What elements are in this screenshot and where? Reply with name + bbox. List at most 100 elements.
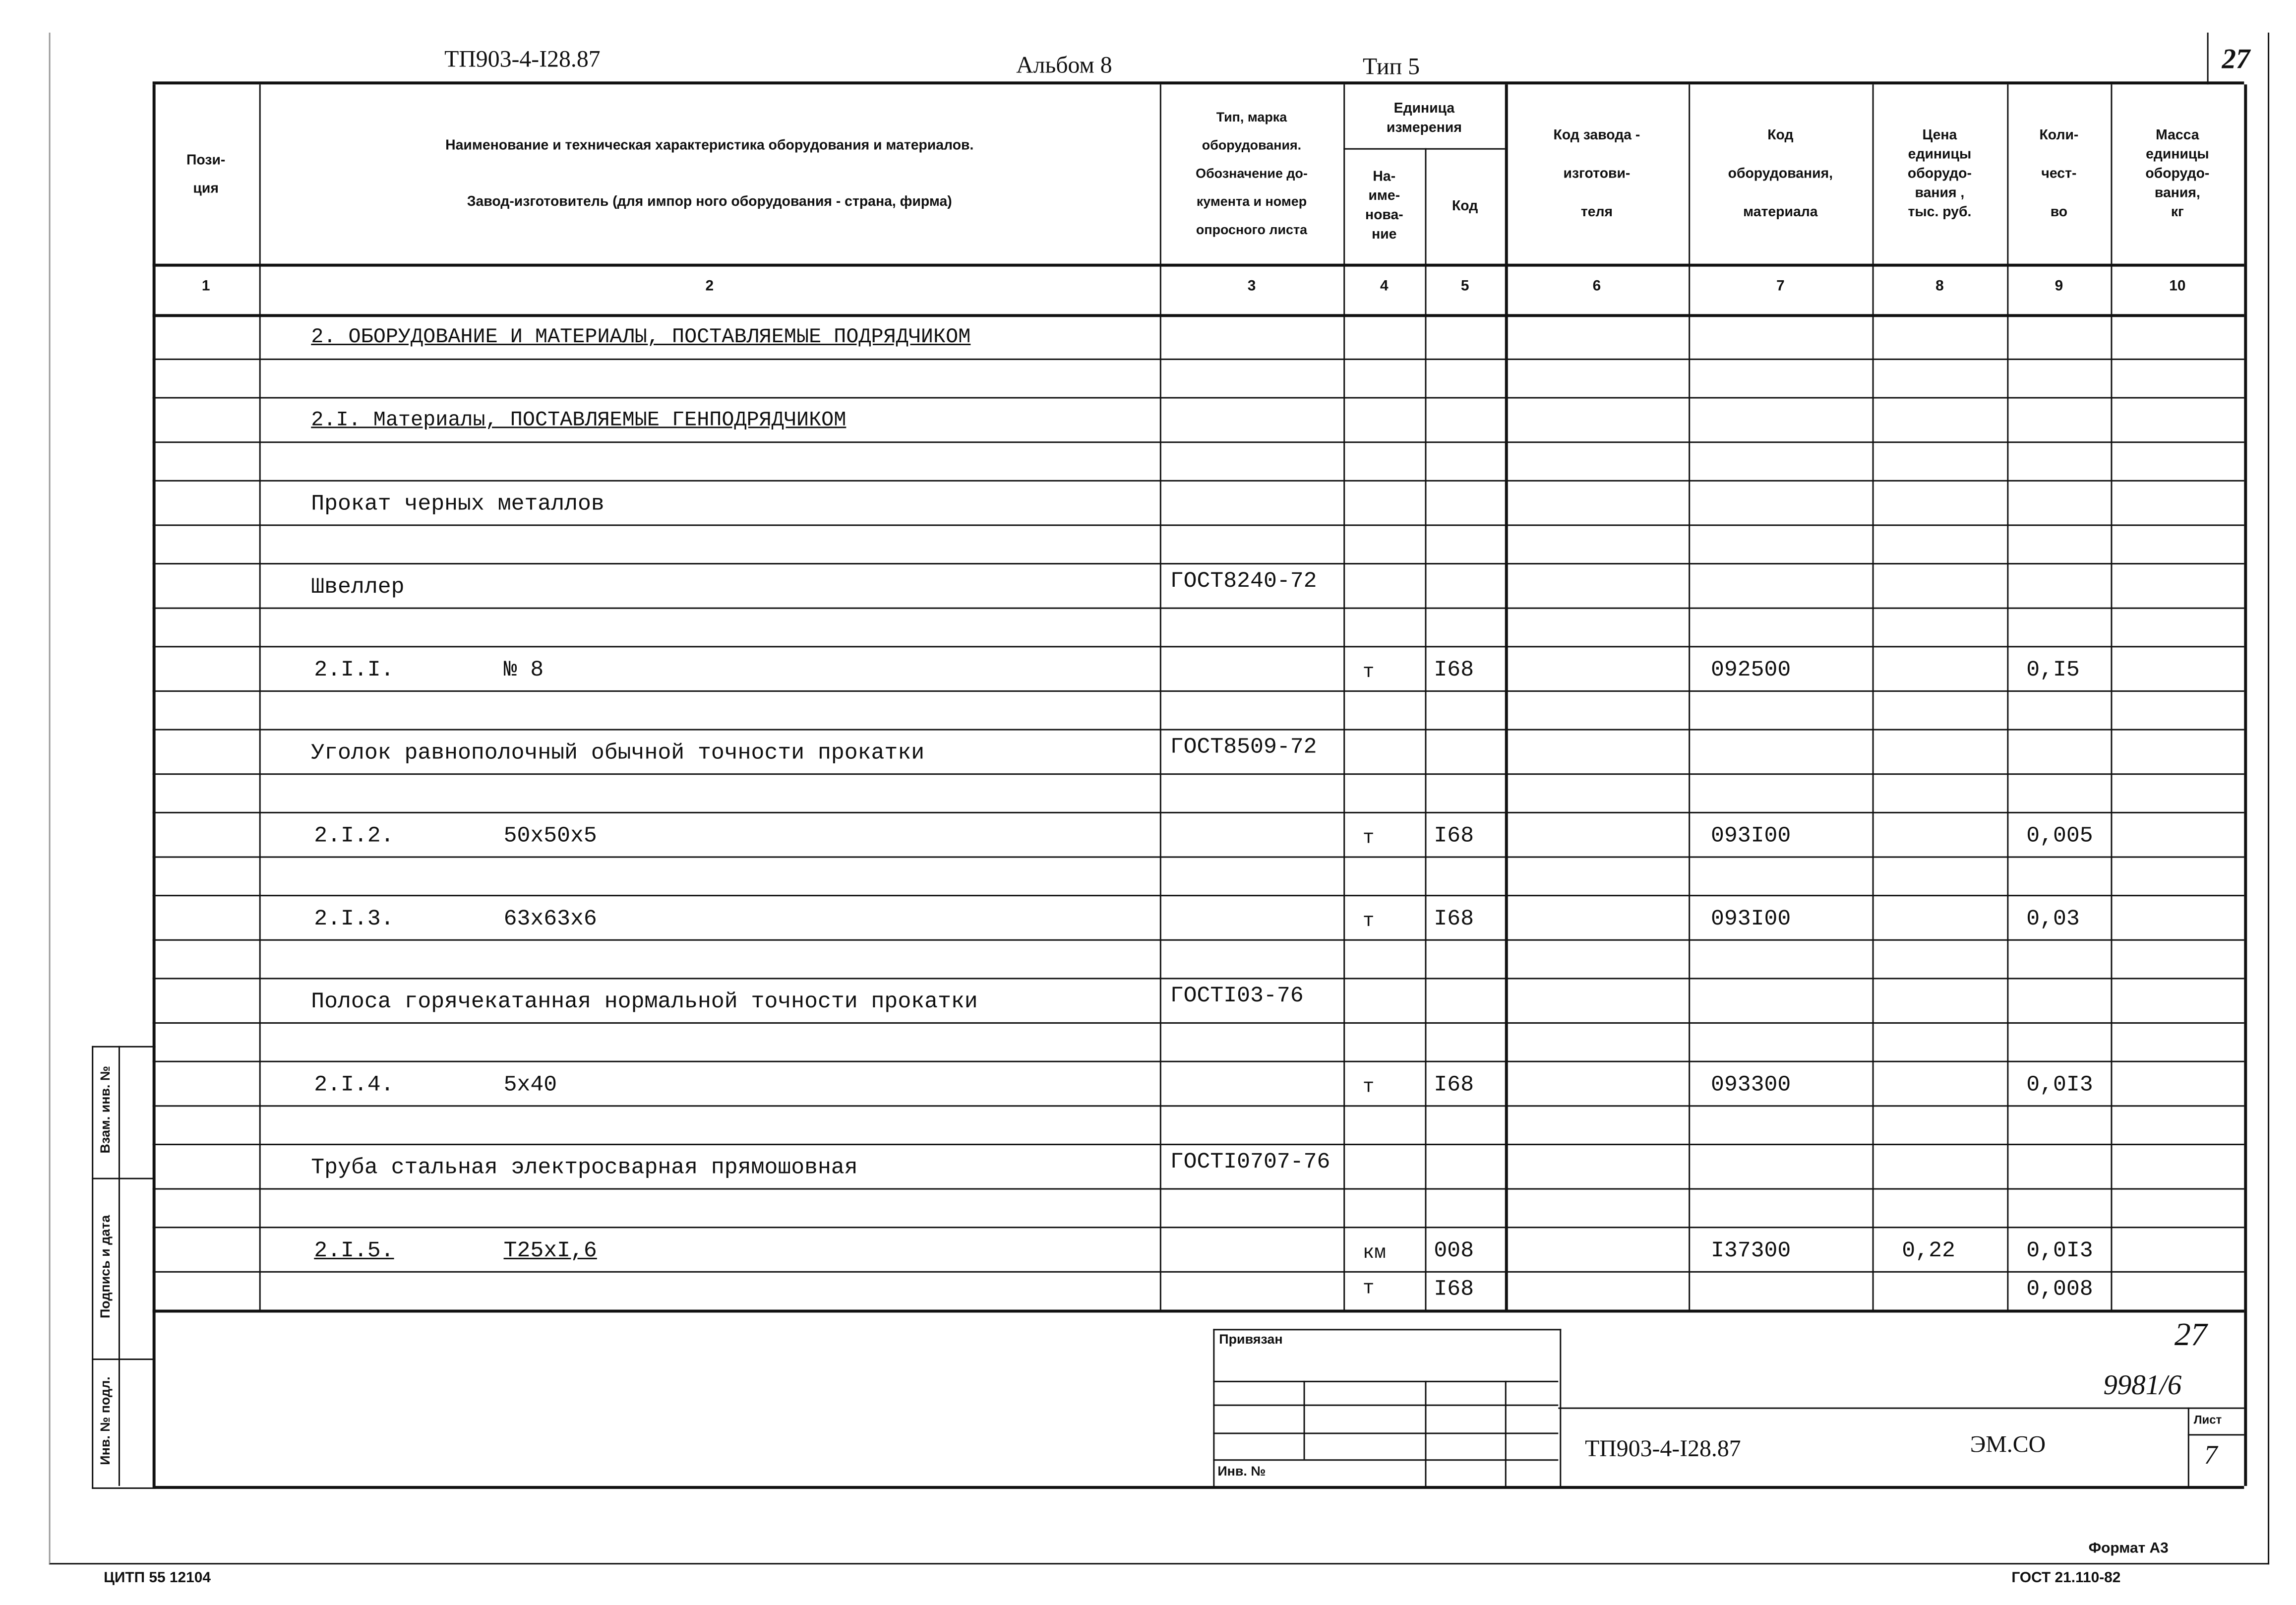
row-line (152, 729, 2244, 731)
column-line (1689, 84, 1691, 1310)
column-line (1872, 84, 1874, 1310)
row-line (152, 563, 2244, 565)
table-row-quantity: 0,I5 (2026, 658, 2080, 683)
table-row-quantity: 0,03 (2026, 907, 2080, 932)
handwritten-page: 27 (2174, 1315, 2207, 1353)
stamp-line (1303, 1380, 1305, 1460)
column-line (1505, 84, 1508, 1310)
table-row-unit: т (1363, 910, 1375, 932)
table-row-name: Труба стальная электросварная прямошовна… (311, 1155, 858, 1181)
type-label: Тип 5 (1363, 55, 1420, 80)
row-line (152, 939, 2244, 941)
column-header-6: Код завода - изготови- теля (1553, 127, 1640, 221)
table-row-unit: т (1363, 826, 1375, 849)
column-line (1159, 84, 1161, 1310)
sheet-label: Лист (2193, 1413, 2222, 1427)
table-row-unit-code: I68 (1434, 1072, 1474, 1098)
column-line (152, 84, 156, 1310)
album-label: Альбом 8 (1016, 53, 1112, 79)
original-inv-label: Инв. № подл. (98, 1376, 113, 1465)
table-row-name: 2.I.4. (314, 1072, 394, 1098)
frame-left-line (152, 1309, 156, 1486)
table-row-quantity: 0,005 (2026, 823, 2093, 849)
column-number-1: 1 (201, 278, 210, 295)
format-label: Формат А3 (2088, 1541, 2169, 1557)
column-number-6: 6 (1592, 278, 1601, 295)
table-row-spec: 50x50x5 (503, 823, 597, 849)
row-line (152, 441, 2244, 443)
column-line (259, 84, 261, 1310)
table-row-spec: № 8 (503, 658, 544, 683)
table-row-name: Уголок равнополочный обычной точности пр… (311, 741, 925, 766)
stamp-line (1505, 1380, 1507, 1486)
table-row-doc: ГОСТI03-76 (1170, 984, 1304, 1009)
stamp-line (1425, 1380, 1427, 1486)
column-line (2111, 84, 2113, 1310)
column-header-1: Пози- ция (186, 152, 226, 196)
table-row-name: Полоса горячекатанная нормальной точност… (311, 989, 978, 1015)
table-row-spec: 63x63x6 (503, 907, 597, 932)
doc-code: ТП903-4-I28.87 (444, 47, 601, 73)
stamp-line (1213, 1432, 1559, 1434)
row-line (152, 773, 2244, 775)
table-row-unit: т (1363, 1075, 1375, 1098)
handwritten-number: 9981/6 (2103, 1370, 2182, 1402)
column-header-10: Масса единицы оборудо- вания, кг (2145, 127, 2210, 221)
title-block-doc-code: ТП903-4-I28.87 (1585, 1437, 1741, 1463)
table-row-name: Прокат черных металлов (311, 492, 604, 517)
row-line (152, 480, 2244, 482)
table-row-name: 2.I.5. (314, 1238, 394, 1264)
table-row-material-code: 093I00 (1710, 907, 1791, 932)
extra-row-unit-code: I68 (1434, 1277, 1474, 1302)
frame-right-line (2244, 1309, 2247, 1486)
row-line (152, 1022, 2244, 1024)
unit-group-header: Единица измерения (1387, 101, 1462, 136)
table-row-doc: ГОСТ8240-72 (1170, 569, 1317, 594)
sheet-box-line (2187, 1434, 2244, 1436)
column-header-4: На- име- нова- ние (1365, 169, 1403, 243)
signature-date-label: Подпись и дата (98, 1215, 113, 1319)
table-row-name: 2.I.2. (314, 823, 394, 849)
table-top-line (152, 81, 2244, 85)
table-row-spec: Т25xI,6 (503, 1238, 597, 1264)
table-row-name: 2.I.I. (314, 658, 394, 683)
row-line (152, 1143, 2244, 1145)
column-header-5: Код (1451, 197, 1478, 214)
table-row-unit: км (1363, 1241, 1386, 1264)
row-line (152, 646, 2244, 648)
table-row-unit-code: 008 (1434, 1238, 1474, 1264)
column-header-8: Цена единицы оборудо- вания , тыс. руб. (1907, 127, 1972, 221)
row-line (152, 607, 2244, 609)
page-number: 27 (2222, 44, 2250, 76)
inv-label: Инв. № (1217, 1464, 1266, 1479)
table-row-material-code: 093I00 (1710, 823, 1791, 849)
table-row-spec: 5x40 (503, 1072, 557, 1098)
side-stamp-line (92, 1358, 154, 1360)
footer-left: ЦИТП 55 12104 (104, 1570, 211, 1587)
row-line (152, 524, 2244, 526)
row-line (152, 397, 2244, 399)
column-line (1343, 84, 1345, 1310)
column-number-3: 3 (1247, 278, 1256, 295)
header-bottom-line (152, 263, 2244, 267)
stamp-line (1213, 1459, 1559, 1461)
row-line (152, 1188, 2244, 1190)
row-line (152, 978, 2244, 980)
frame-bottom-line (152, 1485, 2244, 1489)
table-row-name: 2. ОБОРУДОВАНИЕ И МАТЕРИАЛЫ, ПОСТАВЛЯЕМЫ… (311, 326, 971, 350)
outer-frame (49, 32, 2270, 1565)
table-row-name: Швеллер (311, 574, 405, 600)
table-bottom-line (152, 1309, 2244, 1313)
row-line (152, 811, 2244, 813)
table-row-price: 0,22 (1902, 1238, 1955, 1264)
row-line (152, 1227, 2244, 1229)
title-block-line (1558, 1407, 2244, 1409)
page-number-box (2207, 32, 2268, 85)
attached-label: Привязан (1219, 1332, 1283, 1347)
table-row-unit-code: I68 (1434, 658, 1474, 683)
number-row-line (152, 314, 2244, 317)
table-row-name: 2.I. Материалы, ПОСТАВЛЯЕМЫЕ ГЕНПОДРЯДЧИ… (311, 409, 846, 433)
row-line (152, 895, 2244, 897)
column-header-9: Коли- чест- во (2039, 127, 2079, 221)
